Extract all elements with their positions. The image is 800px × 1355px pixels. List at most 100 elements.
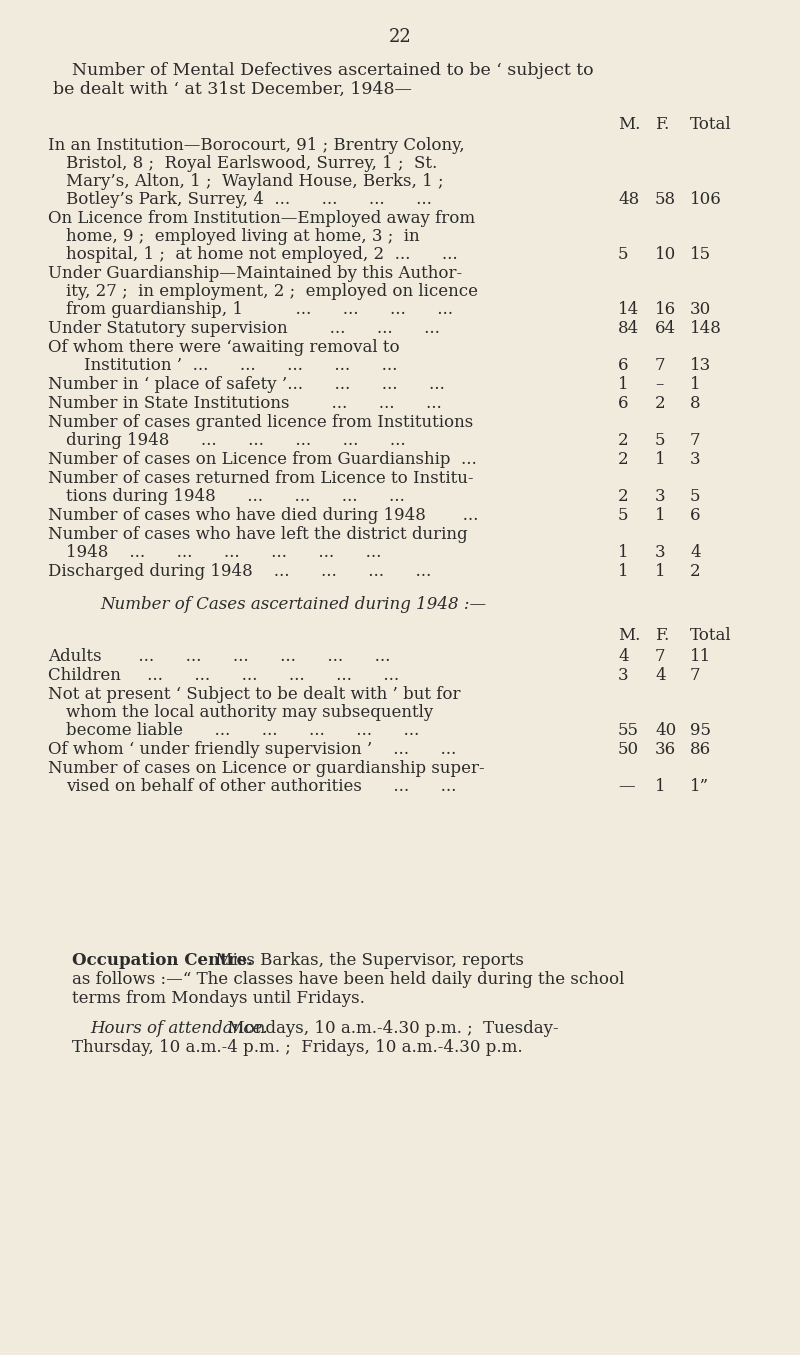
Text: Bristol, 8 ;  Royal Earlswood, Surrey, 1 ;  St.: Bristol, 8 ; Royal Earlswood, Surrey, 1 …: [66, 154, 438, 172]
Text: 40: 40: [655, 722, 676, 738]
Text: M.: M.: [618, 117, 640, 133]
Text: 4: 4: [618, 648, 629, 665]
Text: 5: 5: [655, 432, 666, 449]
Text: 22: 22: [389, 28, 411, 46]
Text: In an Institution—Borocourt, 91 ; Brentry Colony,: In an Institution—Borocourt, 91 ; Brentr…: [48, 137, 465, 154]
Text: F.: F.: [655, 627, 670, 644]
Text: ity, 27 ;  in employment, 2 ;  employed on licence: ity, 27 ; in employment, 2 ; employed on…: [66, 283, 478, 299]
Text: 4: 4: [690, 543, 701, 561]
Text: On Licence from Institution—Employed away from: On Licence from Institution—Employed awa…: [48, 210, 475, 228]
Text: –: –: [655, 375, 663, 393]
Text: 30: 30: [690, 301, 711, 318]
Text: 2: 2: [618, 451, 629, 467]
Text: Miss Barkas, the Supervisor, reports: Miss Barkas, the Supervisor, reports: [205, 953, 524, 969]
Text: 1: 1: [618, 543, 629, 561]
Text: Hours of attendance.: Hours of attendance.: [90, 1020, 268, 1037]
Text: 4: 4: [655, 667, 666, 684]
Text: 3: 3: [690, 451, 701, 467]
Text: 1”: 1”: [690, 778, 709, 795]
Text: Institution ’  ...      ...      ...      ...      ...: Institution ’ ... ... ... ... ...: [84, 356, 398, 374]
Text: 6: 6: [618, 396, 629, 412]
Text: 2: 2: [655, 396, 666, 412]
Text: Mondays, 10 a.m.-4.30 p.m. ;  Tuesday-: Mondays, 10 a.m.-4.30 p.m. ; Tuesday-: [217, 1020, 558, 1037]
Text: Number of Mental Defectives ascertained to be ‘ subject to: Number of Mental Defectives ascertained …: [72, 62, 594, 79]
Text: Mary’s, Alton, 1 ;  Wayland House, Berks, 1 ;: Mary’s, Alton, 1 ; Wayland House, Berks,…: [66, 173, 443, 190]
Text: 48: 48: [618, 191, 639, 209]
Text: Botley’s Park, Surrey, 4  ...      ...      ...      ...: Botley’s Park, Surrey, 4 ... ... ... ...: [66, 191, 432, 209]
Text: 8: 8: [690, 396, 701, 412]
Text: become liable      ...      ...      ...      ...      ...: become liable ... ... ... ... ...: [66, 722, 419, 738]
Text: as follows :—“ The classes have been held daily during the school: as follows :—“ The classes have been hel…: [72, 972, 624, 988]
Text: 3: 3: [655, 488, 666, 505]
Text: 1: 1: [655, 507, 666, 524]
Text: Number of Cases ascertained during 1948 :—: Number of Cases ascertained during 1948 …: [100, 596, 486, 612]
Text: 3: 3: [655, 543, 666, 561]
Text: Occupation Centre.: Occupation Centre.: [72, 953, 253, 969]
Text: 106: 106: [690, 191, 722, 209]
Text: Under Statutory supervision        ...      ...      ...: Under Statutory supervision ... ... ...: [48, 320, 440, 337]
Text: 10: 10: [655, 247, 676, 263]
Text: Number of cases returned from Licence to Institu-: Number of cases returned from Licence to…: [48, 470, 474, 486]
Text: Number of cases who have left the district during: Number of cases who have left the distri…: [48, 526, 468, 543]
Text: 5: 5: [618, 247, 629, 263]
Text: Discharged during 1948    ...      ...      ...      ...: Discharged during 1948 ... ... ... ...: [48, 562, 431, 580]
Text: Of whom ‘ under friendly supervision ’    ...      ...: Of whom ‘ under friendly supervision ’ .…: [48, 741, 456, 757]
Text: 7: 7: [655, 648, 666, 665]
Text: 1: 1: [618, 562, 629, 580]
Text: 13: 13: [690, 356, 711, 374]
Text: 15: 15: [690, 247, 711, 263]
Text: terms from Mondays until Fridays.: terms from Mondays until Fridays.: [72, 991, 365, 1007]
Text: 2: 2: [618, 432, 629, 449]
Text: 5: 5: [690, 488, 701, 505]
Text: Number of cases granted licence from Institutions: Number of cases granted licence from Ins…: [48, 415, 474, 431]
Text: 5: 5: [618, 507, 629, 524]
Text: Number in State Institutions        ...      ...      ...: Number in State Institutions ... ... ...: [48, 396, 442, 412]
Text: Number in ‘ place of safety ’...      ...      ...      ...: Number in ‘ place of safety ’... ... ...…: [48, 375, 445, 393]
Text: vised on behalf of other authorities      ...      ...: vised on behalf of other authorities ...…: [66, 778, 456, 795]
Text: Total: Total: [690, 627, 732, 644]
Text: 6: 6: [618, 356, 629, 374]
Text: 86: 86: [690, 741, 711, 757]
Text: 7: 7: [690, 667, 701, 684]
Text: 36: 36: [655, 741, 676, 757]
Text: 1: 1: [655, 562, 666, 580]
Text: 84: 84: [618, 320, 639, 337]
Text: Total: Total: [690, 117, 732, 133]
Text: 3: 3: [618, 667, 629, 684]
Text: 95: 95: [690, 722, 711, 738]
Text: tions during 1948      ...      ...      ...      ...: tions during 1948 ... ... ... ...: [66, 488, 405, 505]
Text: Under Guardianship—Maintained by this Author-: Under Guardianship—Maintained by this Au…: [48, 266, 462, 282]
Text: Children     ...      ...      ...      ...      ...      ...: Children ... ... ... ... ... ...: [48, 667, 399, 684]
Text: Number of cases on Licence from Guardianship  ...: Number of cases on Licence from Guardian…: [48, 451, 477, 467]
Text: 6: 6: [690, 507, 701, 524]
Text: M.: M.: [618, 627, 640, 644]
Text: Of whom there were ‘awaiting removal to: Of whom there were ‘awaiting removal to: [48, 339, 400, 356]
Text: hospital, 1 ;  at home not employed, 2  ...      ...: hospital, 1 ; at home not employed, 2 ..…: [66, 247, 458, 263]
Text: 1: 1: [618, 375, 629, 393]
Text: 64: 64: [655, 320, 676, 337]
Text: 16: 16: [655, 301, 676, 318]
Text: Number of cases on Licence or guardianship super-: Number of cases on Licence or guardiansh…: [48, 760, 485, 776]
Text: —: —: [618, 778, 634, 795]
Text: home, 9 ;  employed living at home, 3 ;  in: home, 9 ; employed living at home, 3 ; i…: [66, 228, 420, 245]
Text: 7: 7: [655, 356, 666, 374]
Text: 50: 50: [618, 741, 639, 757]
Text: 2: 2: [690, 562, 701, 580]
Text: Number of cases who have died during 1948       ...: Number of cases who have died during 194…: [48, 507, 478, 524]
Text: Thursday, 10 a.m.-4 p.m. ;  Fridays, 10 a.m.-4.30 p.m.: Thursday, 10 a.m.-4 p.m. ; Fridays, 10 a…: [72, 1039, 522, 1056]
Text: 14: 14: [618, 301, 639, 318]
Text: 148: 148: [690, 320, 722, 337]
Text: Adults       ...      ...      ...      ...      ...      ...: Adults ... ... ... ... ... ...: [48, 648, 390, 665]
Text: 1: 1: [655, 451, 666, 467]
Text: Not at present ‘ Subject to be dealt with ’ but for: Not at present ‘ Subject to be dealt wit…: [48, 686, 461, 703]
Text: from guardianship, 1          ...      ...      ...      ...: from guardianship, 1 ... ... ... ...: [66, 301, 453, 318]
Text: 58: 58: [655, 191, 676, 209]
Text: 11: 11: [690, 648, 711, 665]
Text: 2: 2: [618, 488, 629, 505]
Text: be dealt with ‘ at 31st December, 1948—: be dealt with ‘ at 31st December, 1948—: [53, 81, 412, 98]
Text: during 1948      ...      ...      ...      ...      ...: during 1948 ... ... ... ... ...: [66, 432, 406, 449]
Text: whom the local authority may subsequently: whom the local authority may subsequentl…: [66, 705, 434, 721]
Text: 1948    ...      ...      ...      ...      ...      ...: 1948 ... ... ... ... ... ...: [66, 543, 382, 561]
Text: 1: 1: [690, 375, 701, 393]
Text: 55: 55: [618, 722, 639, 738]
